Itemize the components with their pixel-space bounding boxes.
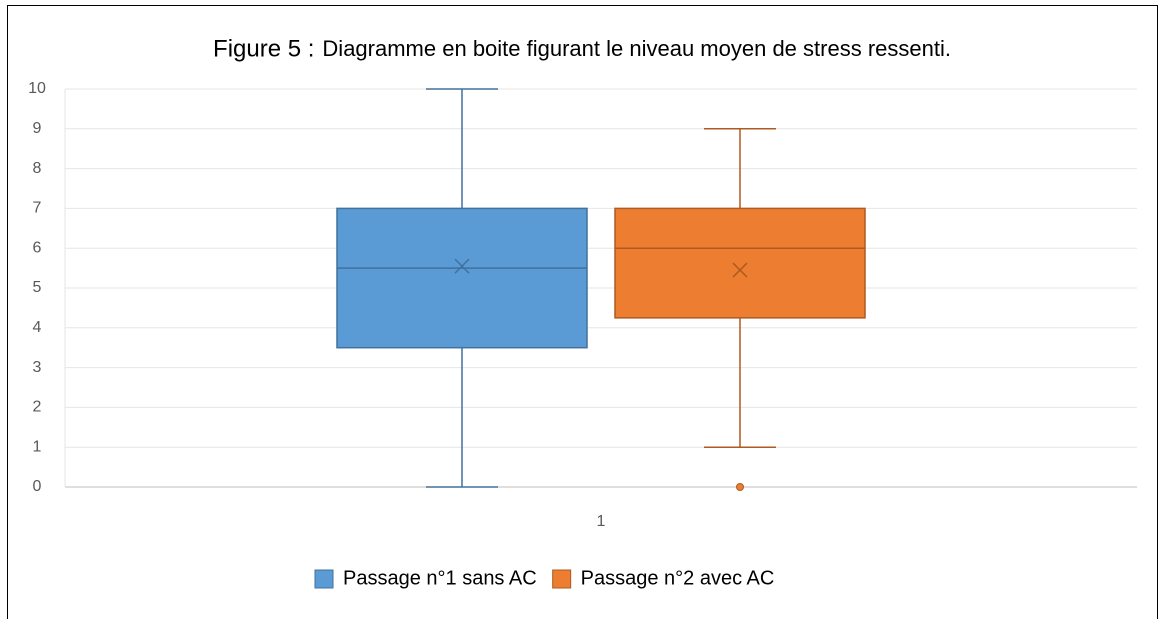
legend-swatch [314,569,334,589]
y-tick-label: 6 [33,239,42,256]
y-tick-label: 0 [33,478,42,495]
y-tick-label: 2 [33,399,42,416]
y-tick-label: 7 [33,200,42,217]
box [336,207,588,349]
outlier [736,483,744,491]
mean-marker [732,262,748,278]
chart-title-label: Figure 5 : [213,35,314,62]
chart-border [7,5,1158,619]
box [614,207,866,319]
y-tick-label: 1 [33,438,42,455]
y-tick-label: 10 [28,80,46,97]
legend-swatch [552,569,572,589]
y-tick-label: 9 [33,120,42,137]
y-tick-label: 8 [33,160,42,177]
chart-title: Diagramme en boite figurant le niveau mo… [322,36,951,61]
y-tick-label: 4 [33,319,42,336]
y-tick-label: 5 [33,279,42,296]
mean-marker [454,258,470,274]
y-tick-label: 3 [33,359,42,376]
legend-label: Passage n°1 sans AC [343,567,537,589]
x-tick-label: 1 [597,513,606,530]
legend-label: Passage n°2 avec AC [581,567,775,589]
